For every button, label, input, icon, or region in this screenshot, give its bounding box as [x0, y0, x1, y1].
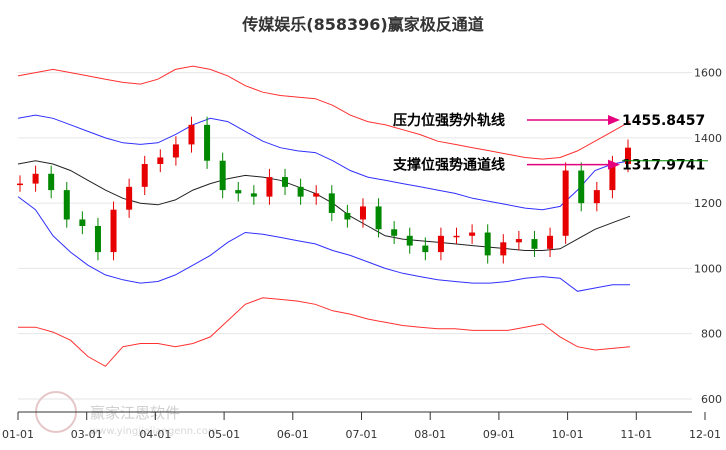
candle-body — [17, 183, 23, 186]
candle-body — [484, 232, 491, 256]
candle-body — [593, 190, 600, 204]
candle-body — [126, 186, 133, 210]
x-tick-label: 12-01 — [689, 428, 721, 441]
candle-body — [63, 190, 70, 220]
candle-body — [344, 212, 351, 220]
y-tick-label: 800 — [701, 328, 722, 341]
annotation-label: 支撑位强势通道线 — [392, 157, 505, 174]
series-line-5 — [18, 297, 631, 367]
candle-body — [266, 177, 273, 197]
candle-body — [204, 124, 211, 161]
x-tick-label: 09-01 — [483, 428, 515, 441]
candle-body — [188, 124, 195, 145]
candle-body — [531, 239, 538, 249]
annotation-label: 压力位强势外轨线 — [393, 112, 505, 129]
annotation-value: 1317.9741 — [622, 158, 705, 174]
candle-body — [313, 193, 320, 197]
x-axis: 01-01 03-01 04-01 05-01 06-01 07-01 08-01 09-01… — [2, 411, 721, 441]
x-tick-label: 08-01 — [414, 428, 446, 441]
annotations-layer: 压力位强势外轨线 1455.8457 支撑位强势通道线 1317.9741 — [392, 112, 708, 174]
x-tick-label: 10-01 — [552, 428, 584, 441]
annotation-value: 1455.8457 — [622, 113, 705, 129]
series-layer — [17, 65, 631, 367]
y-tick-label: 1400 — [694, 132, 722, 145]
candle-body — [500, 242, 507, 256]
candle-body — [375, 206, 382, 230]
candle-body — [32, 173, 39, 184]
y-tick-label: 600 — [701, 393, 722, 406]
x-tick-label: 03-01 — [71, 428, 103, 441]
candle-body — [469, 232, 476, 236]
watermark-brand: 赢家江恩软件 — [90, 404, 180, 422]
candle-body — [359, 206, 366, 220]
y-tick-label: 1600 — [694, 67, 722, 80]
candle-body — [235, 190, 242, 194]
annotation-arrow-head — [608, 159, 620, 170]
y-tick-label: 1200 — [694, 197, 722, 210]
candle-body — [297, 186, 304, 197]
candle-body — [453, 235, 460, 238]
candle-body — [328, 193, 335, 213]
candle-body — [219, 160, 226, 191]
candle-body — [422, 245, 429, 253]
candle-body — [79, 219, 86, 226]
annotation-arrow-head — [608, 114, 620, 125]
candle-body — [282, 177, 289, 187]
series-line-2 — [17, 114, 631, 211]
chart-title: 传媒娱乐(858396)赢家极反通道 — [241, 15, 483, 34]
series-line-1 — [17, 65, 631, 160]
x-tick-label: 05-01 — [208, 428, 240, 441]
candle-body — [141, 164, 148, 187]
x-tick-label: 11-01 — [620, 428, 652, 441]
series-line-3 — [17, 160, 631, 251]
series-line-4 — [17, 196, 630, 292]
candle-body — [391, 229, 398, 236]
candle-body — [562, 170, 569, 236]
x-tick-label: 01-01 — [2, 428, 34, 441]
candles-layer — [17, 116, 631, 264]
candle-body — [94, 226, 101, 253]
candle-body — [157, 157, 164, 164]
watermark-url: www.yingjiajiangenn.com — [90, 426, 218, 437]
candle-body — [515, 239, 522, 243]
x-tick-label: 07-01 — [346, 428, 378, 441]
y-tick-label: 1000 — [694, 262, 722, 275]
x-tick-label: 04-01 — [139, 428, 171, 441]
candle-body — [547, 235, 554, 249]
candle-body — [110, 209, 117, 253]
x-tick-label: 06-01 — [277, 428, 309, 441]
candle-body — [609, 164, 616, 191]
candle-body — [250, 193, 257, 197]
y-axis: 600 800 1000 1200 1400 1600 — [694, 67, 722, 406]
candle-body — [48, 173, 55, 191]
candle-body — [625, 147, 631, 164]
candle-body — [172, 144, 179, 158]
candle-body — [578, 170, 585, 204]
candle-body — [406, 235, 413, 246]
candle-body — [437, 235, 444, 253]
